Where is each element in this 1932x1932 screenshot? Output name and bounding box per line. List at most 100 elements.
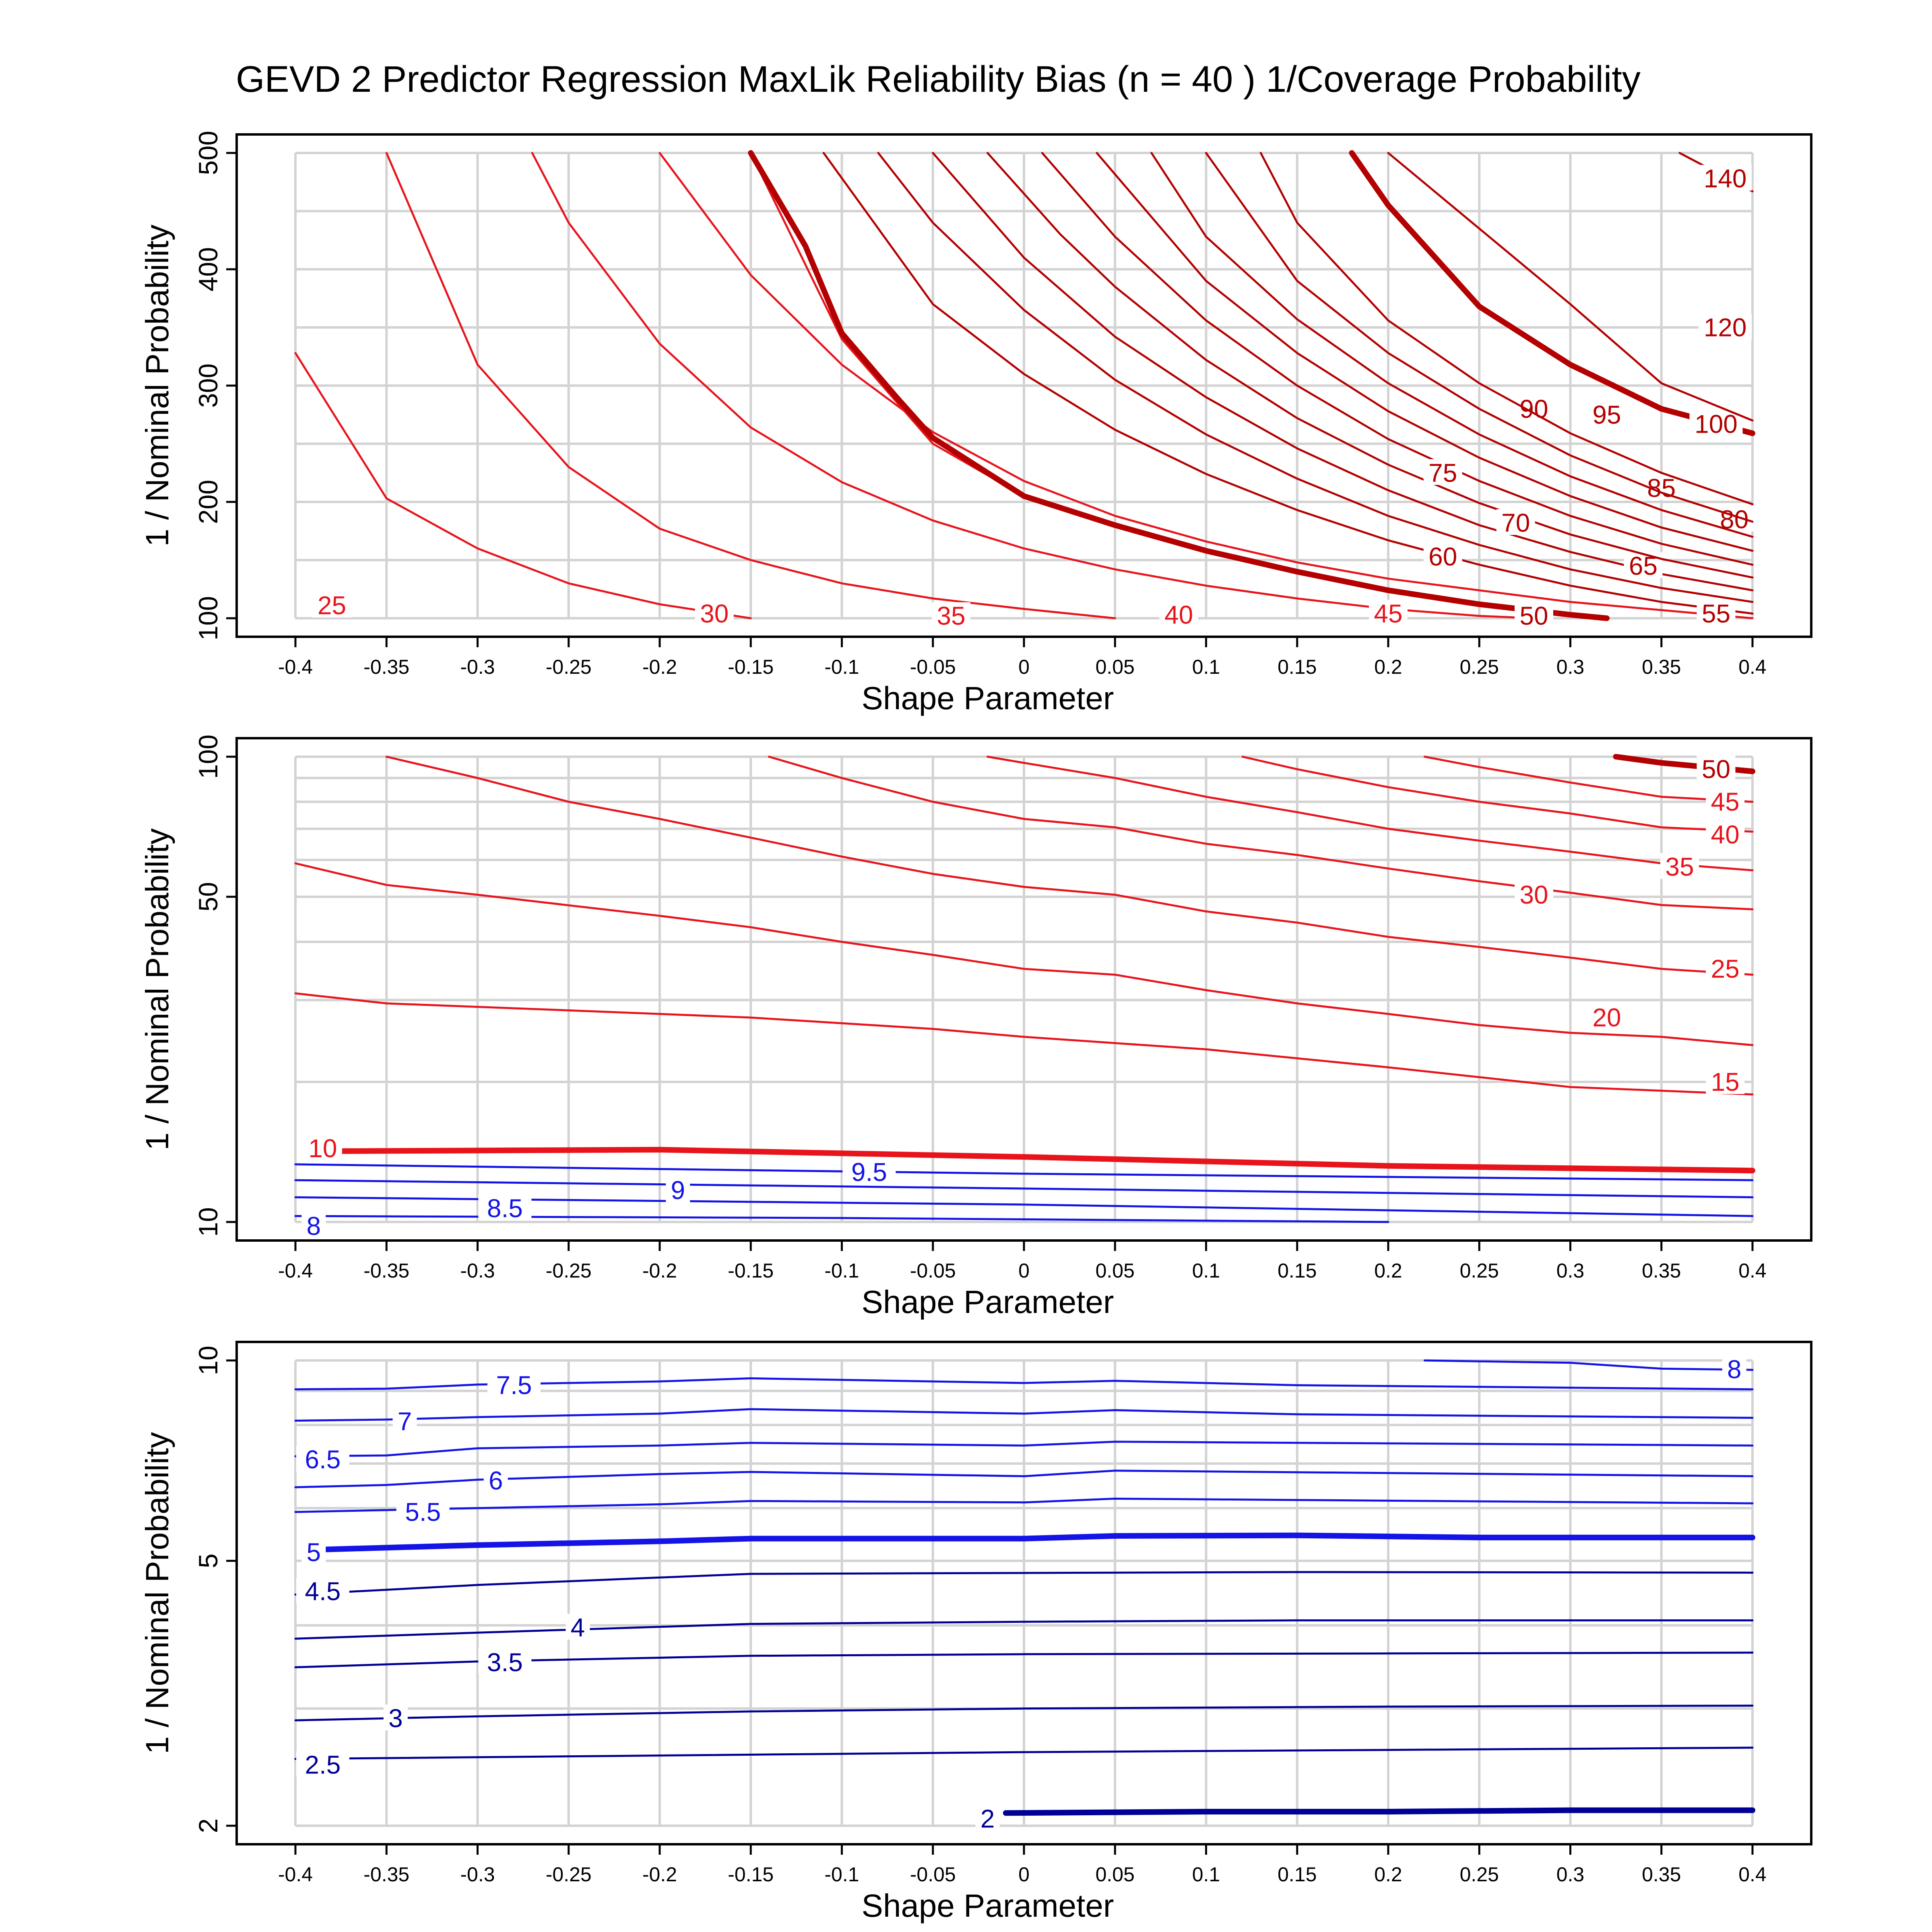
x-tick-label: -0.15 — [728, 1863, 774, 1886]
contour-label-bg — [1706, 955, 1745, 981]
contour-label-bg — [1515, 602, 1553, 628]
x-tick-label: -0.3 — [460, 1863, 495, 1886]
x-tick-label: -0.4 — [278, 1863, 313, 1886]
contour-label-bg — [392, 1408, 417, 1434]
y-tick-label: 500 — [193, 131, 223, 175]
x-tick-label: -0.15 — [728, 656, 774, 678]
contour-label: 40 — [1711, 820, 1740, 849]
contour-label: 50 — [1702, 755, 1730, 784]
contour-label: 4.5 — [305, 1577, 341, 1606]
x-tick-label: 0.2 — [1374, 656, 1402, 678]
x-axis-label: Shape Parameter — [861, 680, 1114, 716]
panel-top: -0.4 -0.35 -0.3 -0.25 -0.2 -0.15 -0.1 -0.05 0 0.0… — [139, 131, 1812, 716]
x-tick-label: 0.1 — [1192, 1863, 1220, 1886]
contour-line — [1387, 152, 1754, 422]
x-tick-label: 0.05 — [1096, 656, 1135, 678]
grid — [294, 152, 1754, 619]
panel-middle: -0.4 -0.35 -0.3 -0.25 -0.2 -0.15 -0.1 -0.05 0 0.0… — [139, 735, 1812, 1320]
contour-line — [294, 1746, 1754, 1760]
contour-label: 35 — [937, 601, 965, 630]
contour-label-bg — [483, 1467, 508, 1493]
x-tick-label: -0.05 — [910, 1259, 956, 1282]
contour-line — [294, 1196, 1754, 1217]
contour-label-bg — [478, 1195, 532, 1221]
contour-label: 3 — [388, 1704, 403, 1733]
y-axis-label: 1 / Nominal Probability — [139, 828, 175, 1150]
contour-line — [1349, 150, 1755, 436]
contour-label: 50 — [1519, 601, 1548, 630]
contour-label: 9 — [671, 1176, 685, 1205]
contour-label: 40 — [1164, 600, 1193, 629]
contour-line — [1096, 152, 1754, 552]
y-tick-label: 5 — [193, 1554, 223, 1569]
contour-label: 6.5 — [305, 1445, 341, 1474]
x-tick-label: -0.2 — [642, 656, 677, 678]
x-tick-label: -0.05 — [910, 656, 956, 678]
contour-label-bg — [1689, 410, 1743, 436]
contour-label-bg — [1699, 165, 1752, 191]
contour-lines: 8 8.5 9 9.5 10 15 20 25 30 35 40 45 50 — [294, 754, 1755, 1241]
contour-label: 8 — [1727, 1355, 1742, 1384]
contour-line — [294, 992, 1754, 1096]
contour-label: 6 — [489, 1466, 503, 1495]
panel-bottom: -0.4 -0.35 -0.3 -0.25 -0.2 -0.15 -0.1 -0.05 0 0.0… — [139, 1341, 1812, 1924]
x-tick-label: -0.3 — [460, 1259, 495, 1282]
contour-label: 120 — [1704, 313, 1747, 342]
contour-line — [768, 755, 1754, 910]
contour-line — [294, 1705, 1754, 1721]
contour-label: 75 — [1428, 458, 1457, 487]
contour-line — [987, 152, 1754, 579]
contour-line — [877, 152, 1754, 603]
contour-label-bg — [1706, 1068, 1745, 1094]
x-tick-label: 0.3 — [1556, 1863, 1585, 1886]
contour-line — [294, 1571, 1754, 1596]
contour-label-bg — [1496, 509, 1535, 535]
contour-label-bg — [1706, 788, 1745, 814]
x-tick-label: 0.25 — [1460, 1259, 1499, 1282]
x-tick-label: 0.1 — [1192, 1259, 1220, 1282]
contour-line — [294, 1179, 1754, 1199]
y-tick-label: 200 — [193, 480, 223, 524]
contour-line — [1424, 755, 1754, 803]
figure-title: GEVD 2 Predictor Regression MaxLik Relia… — [236, 59, 1641, 100]
contour-label: 9.5 — [851, 1158, 887, 1187]
contour-line — [329, 1147, 1755, 1174]
contour-label: 8.5 — [487, 1194, 523, 1223]
contour-line — [294, 1377, 1754, 1391]
contour-label: 95 — [1592, 400, 1621, 429]
contour-label: 2.5 — [305, 1750, 341, 1779]
y-tick-label: 300 — [193, 363, 223, 408]
contour-label: 2 — [980, 1804, 995, 1833]
contour-label: 5.5 — [405, 1498, 441, 1527]
contour-label-bg — [842, 1158, 896, 1185]
contour-label: 5 — [306, 1538, 321, 1567]
contour-label-bg — [296, 1577, 349, 1604]
y-tick-label: 100 — [193, 735, 223, 779]
x-tick-label: -0.25 — [546, 1259, 592, 1282]
x-tick-label: 0.35 — [1642, 1863, 1681, 1886]
x-tick-label: -0.35 — [363, 1863, 409, 1886]
contour-label-bg — [1159, 601, 1198, 627]
contour-label: 25 — [1711, 954, 1740, 983]
x-tick-label: -0.1 — [824, 656, 859, 678]
x-tick-label: 0.05 — [1096, 1863, 1135, 1886]
contour-label: 35 — [1665, 852, 1694, 881]
y-tick-label: 10 — [193, 1346, 223, 1375]
x-tick-label: 0.4 — [1738, 656, 1767, 678]
x-tick-label: 0.4 — [1738, 1259, 1767, 1282]
x-tick-label: 0.15 — [1278, 1863, 1317, 1886]
contour-line — [294, 352, 752, 619]
contour-label: 25 — [318, 591, 346, 620]
contour-label-bg — [478, 1648, 532, 1674]
x-tick-label: -0.4 — [278, 1259, 313, 1282]
contour-line — [294, 1215, 1389, 1223]
contour-line — [294, 1163, 1754, 1181]
x-axis-label: Shape Parameter — [861, 1888, 1114, 1924]
contour-label: 45 — [1711, 787, 1740, 816]
x-tick-label: -0.2 — [642, 1863, 677, 1886]
contour-label-bg — [975, 1805, 1000, 1831]
contour-line — [294, 862, 1754, 1046]
x-tick-label: -0.15 — [728, 1259, 774, 1282]
